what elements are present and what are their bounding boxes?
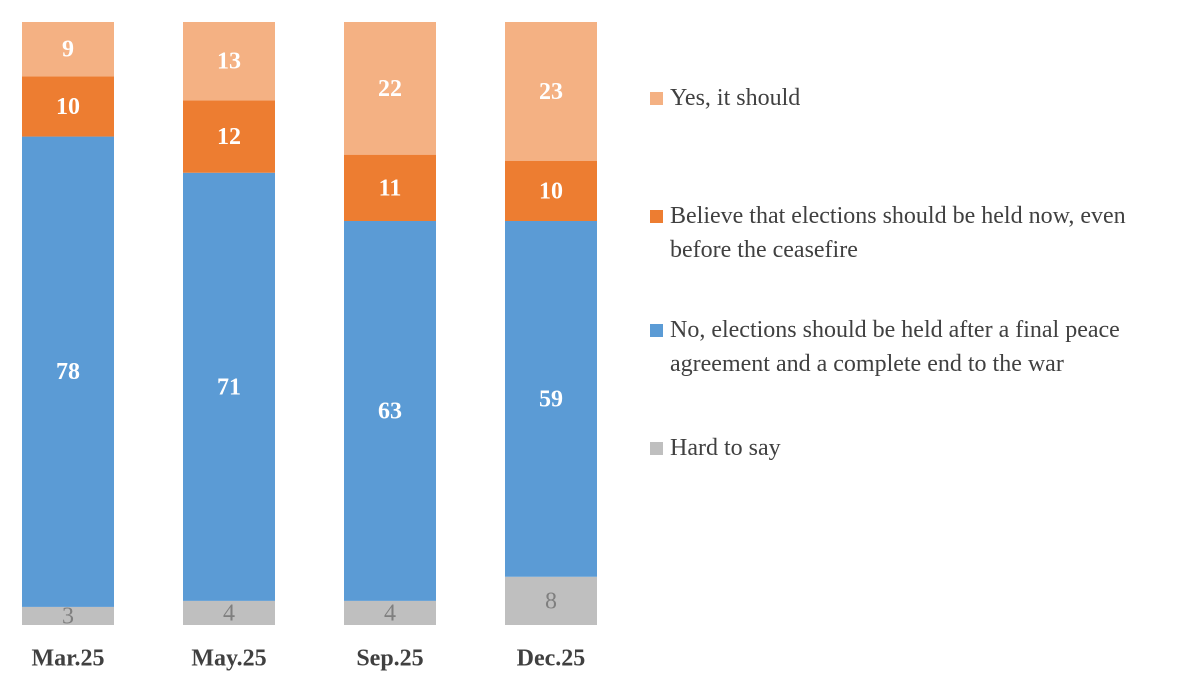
x-tick-label: Sep.25 <box>356 646 423 672</box>
data-label: 78 <box>56 359 80 385</box>
legend-swatch <box>650 442 663 455</box>
bar-segment <box>22 606 114 625</box>
bar-segment <box>183 600 275 625</box>
legend-item: Believe that elections should be held no… <box>650 199 1165 267</box>
data-label: 4 <box>223 600 235 626</box>
data-label: 63 <box>378 398 402 424</box>
legend-label: Believe that elections should be held no… <box>670 203 1126 263</box>
legend-item: Yes, it should <box>650 81 1165 115</box>
legend-label: Hard to say <box>670 435 781 461</box>
data-label: 4 <box>384 600 396 626</box>
bar-segment <box>183 100 275 173</box>
data-label: 10 <box>539 178 563 204</box>
data-label: 71 <box>217 374 241 400</box>
bar-segment <box>344 154 436 221</box>
x-tick-label: May.25 <box>191 646 266 672</box>
bar-segment <box>183 172 275 601</box>
data-label: 59 <box>539 386 563 412</box>
bar-segment <box>505 576 597 625</box>
bar-segment <box>505 22 597 161</box>
legend-swatch <box>650 324 663 337</box>
bar-segment <box>344 600 436 625</box>
data-label: 12 <box>217 124 241 150</box>
bar-segment <box>505 160 597 221</box>
data-label: 13 <box>217 49 241 75</box>
bar-segment <box>183 22 275 101</box>
data-label: 8 <box>545 588 557 614</box>
bar-segment <box>22 22 114 77</box>
data-label: 11 <box>379 175 402 201</box>
x-tick-label: Dec.25 <box>517 646 586 672</box>
bar-segment <box>344 220 436 601</box>
x-tick-label: Mar.25 <box>31 646 104 672</box>
data-label: 10 <box>56 94 80 120</box>
bar-segment <box>22 136 114 607</box>
legend-swatch <box>650 92 663 105</box>
bar-segment <box>344 22 436 155</box>
legend-label: Yes, it should <box>670 85 801 111</box>
legend-item: No, elections should be held after a fin… <box>650 313 1165 381</box>
legend-item: Hard to say <box>650 431 1165 465</box>
data-label: 3 <box>62 603 74 629</box>
legend-swatch <box>650 210 663 223</box>
legend-label: No, elections should be held after a fin… <box>670 317 1120 377</box>
bar-segment <box>22 76 114 137</box>
bar-segment <box>505 220 597 577</box>
data-label: 22 <box>378 76 402 102</box>
data-label: 23 <box>539 79 563 105</box>
data-label: 9 <box>62 37 74 63</box>
